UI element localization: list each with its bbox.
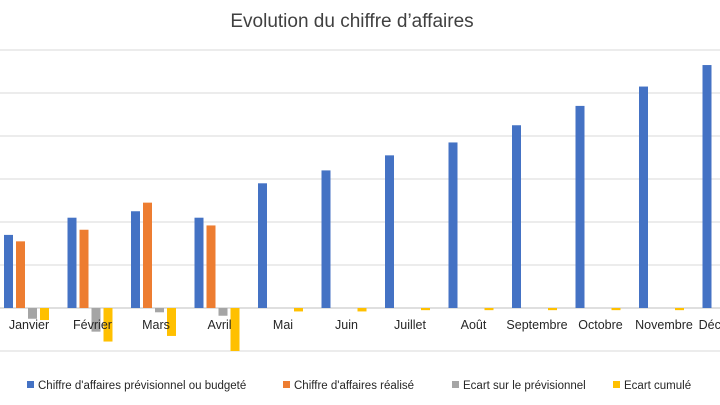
bar-1-5 <box>258 183 267 308</box>
legend-entry: Chiffre d'affaires réalisé <box>294 380 414 392</box>
bar-4-6 <box>357 308 367 312</box>
x-tick-label: Mars <box>142 318 170 332</box>
bar-3-1 <box>28 308 37 319</box>
x-tick-label: Mai <box>273 318 293 332</box>
bar-4-11 <box>675 308 684 311</box>
bar-4-1 <box>40 308 49 321</box>
bar-3-2 <box>91 308 101 332</box>
x-tick-label: Décembre <box>699 318 720 332</box>
bar-3-4 <box>218 308 228 316</box>
legend-entry: Ecart cumulé <box>624 380 691 392</box>
legend-swatch <box>613 381 620 388</box>
x-tick-label: Octobre <box>578 318 623 332</box>
bar-4-7 <box>421 308 430 311</box>
bar-4-5 <box>294 308 303 312</box>
bar-1-8 <box>448 142 458 308</box>
x-tick-label: Janvier <box>9 318 49 332</box>
bar-2-1 <box>16 241 25 308</box>
bar-2-4 <box>206 225 216 308</box>
bar-1-12 <box>702 65 712 308</box>
bar-1-3 <box>131 211 140 308</box>
chart-title: Evolution du chiffre d’affaires <box>230 11 473 32</box>
bar-1-4 <box>194 217 204 308</box>
bar-4-3 <box>167 308 176 336</box>
bar-4-4 <box>230 308 240 351</box>
x-tick-label: Août <box>461 318 487 332</box>
bar-1-9 <box>512 125 521 308</box>
x-tick-labels: Janvier Février Mars Avril Mai Juin Juillet Aoû… <box>9 318 720 332</box>
legend-swatch <box>283 381 290 388</box>
legend-swatch <box>27 381 34 388</box>
x-tick-label: Juin <box>335 318 358 332</box>
bar-4-9 <box>548 308 557 311</box>
bar-4-10 <box>611 308 621 311</box>
legend: Chiffre d'affaires prévisionnel ou budge… <box>27 380 691 392</box>
bar-1-1 <box>4 234 13 308</box>
bar-3-3 <box>155 308 164 313</box>
x-tick-label: Février <box>73 318 112 332</box>
bar-1-2 <box>67 217 77 308</box>
bar-1-10 <box>575 105 585 309</box>
legend-entry: Chiffre d'affaires prévisionnel ou budge… <box>38 380 246 392</box>
bar-4-8 <box>484 308 494 311</box>
x-tick-label: Avril <box>207 318 231 332</box>
x-tick-label: Novembre <box>635 318 693 332</box>
bar-1-11 <box>639 86 648 308</box>
bars <box>4 65 712 351</box>
gridlines <box>0 49 720 352</box>
x-tick-label: Septembre <box>506 318 567 332</box>
bar-1-7 <box>385 155 394 308</box>
legend-entry: Ecart sur le prévisionnel <box>463 380 586 392</box>
bar-4-2 <box>103 308 113 342</box>
legend-swatch <box>452 381 459 388</box>
bar-2-3 <box>143 202 152 308</box>
bar-2-2 <box>79 229 89 308</box>
bar-1-6 <box>321 170 331 308</box>
x-tick-label: Juillet <box>394 318 426 332</box>
